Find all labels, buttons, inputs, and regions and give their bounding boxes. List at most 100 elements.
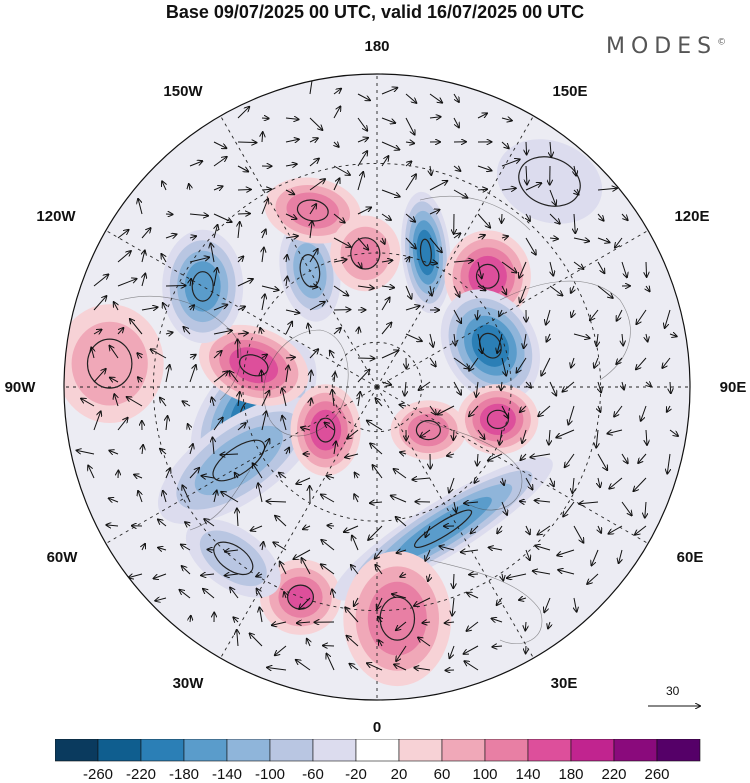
wind-vector	[573, 261, 583, 269]
wind-vector	[162, 181, 166, 191]
wind-vector	[635, 525, 647, 535]
wind-vector	[280, 562, 287, 575]
wind-vector	[665, 309, 671, 328]
wind-vector	[501, 118, 512, 121]
map-boundary	[63, 73, 691, 701]
lon-label-90e: 90E	[720, 379, 747, 396]
wind-vector	[213, 371, 228, 383]
wind-vector	[297, 622, 311, 623]
wind-vector	[375, 549, 383, 559]
wind-vector	[345, 607, 359, 623]
wind-vector	[212, 398, 214, 407]
wind-vector	[214, 225, 218, 239]
wind-vector	[158, 520, 167, 527]
wind-vector	[138, 199, 143, 215]
coastlines	[119, 195, 631, 644]
wind-vector	[370, 502, 383, 503]
wind-vector	[477, 165, 492, 171]
wind-vector	[286, 277, 287, 287]
colorbar-tick-label: -260	[83, 766, 113, 783]
wind-vector	[251, 525, 263, 531]
wind-vector	[93, 330, 102, 334]
wind-vector	[333, 213, 345, 223]
wind-vector	[453, 260, 473, 262]
wind-vector	[598, 525, 601, 533]
wind-vector	[544, 597, 551, 612]
wind-vector	[238, 339, 239, 359]
colorbar-swatch	[355, 739, 400, 762]
wind-vector	[261, 118, 269, 119]
wind-vector	[467, 621, 479, 631]
wind-vector	[405, 142, 414, 143]
wind-vector	[332, 589, 334, 599]
wind-vector	[358, 261, 362, 268]
wind-vector	[598, 381, 601, 392]
wind-vector	[325, 423, 335, 431]
wind-vector	[182, 485, 191, 503]
lon-label-90w: 90W	[5, 379, 37, 396]
wind-vector	[394, 469, 407, 479]
wind-vector	[381, 260, 392, 262]
colorbar-swatch	[269, 739, 314, 762]
wind-vector	[354, 597, 358, 606]
wind-vector	[594, 357, 598, 368]
wind-vector	[296, 660, 311, 671]
wind-vector	[262, 230, 266, 239]
wind-vector	[333, 237, 351, 247]
wind-vector	[471, 525, 479, 533]
wind-vector	[214, 491, 217, 503]
wind-vector	[117, 251, 131, 263]
wind-vector	[345, 454, 359, 457]
colorbar-tick-label: -60	[302, 766, 324, 783]
wind-vector	[405, 174, 416, 191]
wind-vector	[189, 468, 199, 479]
anomaly-cell-positive	[343, 551, 452, 687]
wind-vector	[213, 157, 227, 167]
wind-vector	[405, 285, 411, 299]
wind-vector	[142, 274, 145, 287]
wind-vector	[237, 256, 243, 263]
wind-vector	[587, 573, 599, 584]
wind-vector	[81, 399, 95, 407]
wind-vector	[430, 165, 431, 175]
wind-vector	[526, 381, 531, 388]
wind-vector	[497, 597, 503, 605]
wind-vector	[573, 333, 590, 338]
wind-vector	[165, 332, 173, 334]
wind-vector	[285, 310, 299, 313]
wind-vector	[327, 654, 335, 671]
wind-vector	[429, 262, 437, 263]
wind-vector	[262, 542, 263, 551]
wind-vector	[549, 213, 560, 224]
wind-vector	[285, 357, 295, 358]
wind-vector	[213, 418, 223, 431]
wind-vector	[141, 307, 158, 310]
wind-vector	[464, 502, 479, 503]
wind-vector	[549, 238, 558, 239]
wind-vector	[189, 355, 196, 358]
wind-vector	[213, 305, 227, 311]
wind-vector	[333, 165, 350, 175]
wind-vector	[535, 546, 551, 551]
wind-vector	[476, 381, 478, 397]
anomaly-cell-positive	[390, 400, 467, 460]
wind-vector	[381, 189, 400, 197]
wind-vector	[238, 392, 240, 407]
wind-vector	[474, 478, 478, 483]
wind-vector	[285, 190, 294, 194]
wind-vector	[160, 449, 167, 455]
wind-vector	[330, 351, 334, 359]
coastline	[429, 559, 543, 644]
wind-vector	[237, 509, 238, 527]
wind-vector	[662, 357, 671, 368]
polar-map: 180 150W 150E 120W 120E 90W 90E 60W 60E …	[5, 38, 747, 735]
wind-vector	[357, 117, 367, 131]
wind-vector	[453, 166, 460, 171]
wind-vector	[597, 261, 604, 273]
anomaly-cell-positive	[290, 384, 361, 476]
lon-label-0: 0	[373, 719, 381, 735]
wind-vector	[501, 381, 502, 390]
wind-vector	[190, 279, 191, 287]
wind-vector	[426, 525, 431, 537]
wind-vector	[357, 370, 369, 383]
